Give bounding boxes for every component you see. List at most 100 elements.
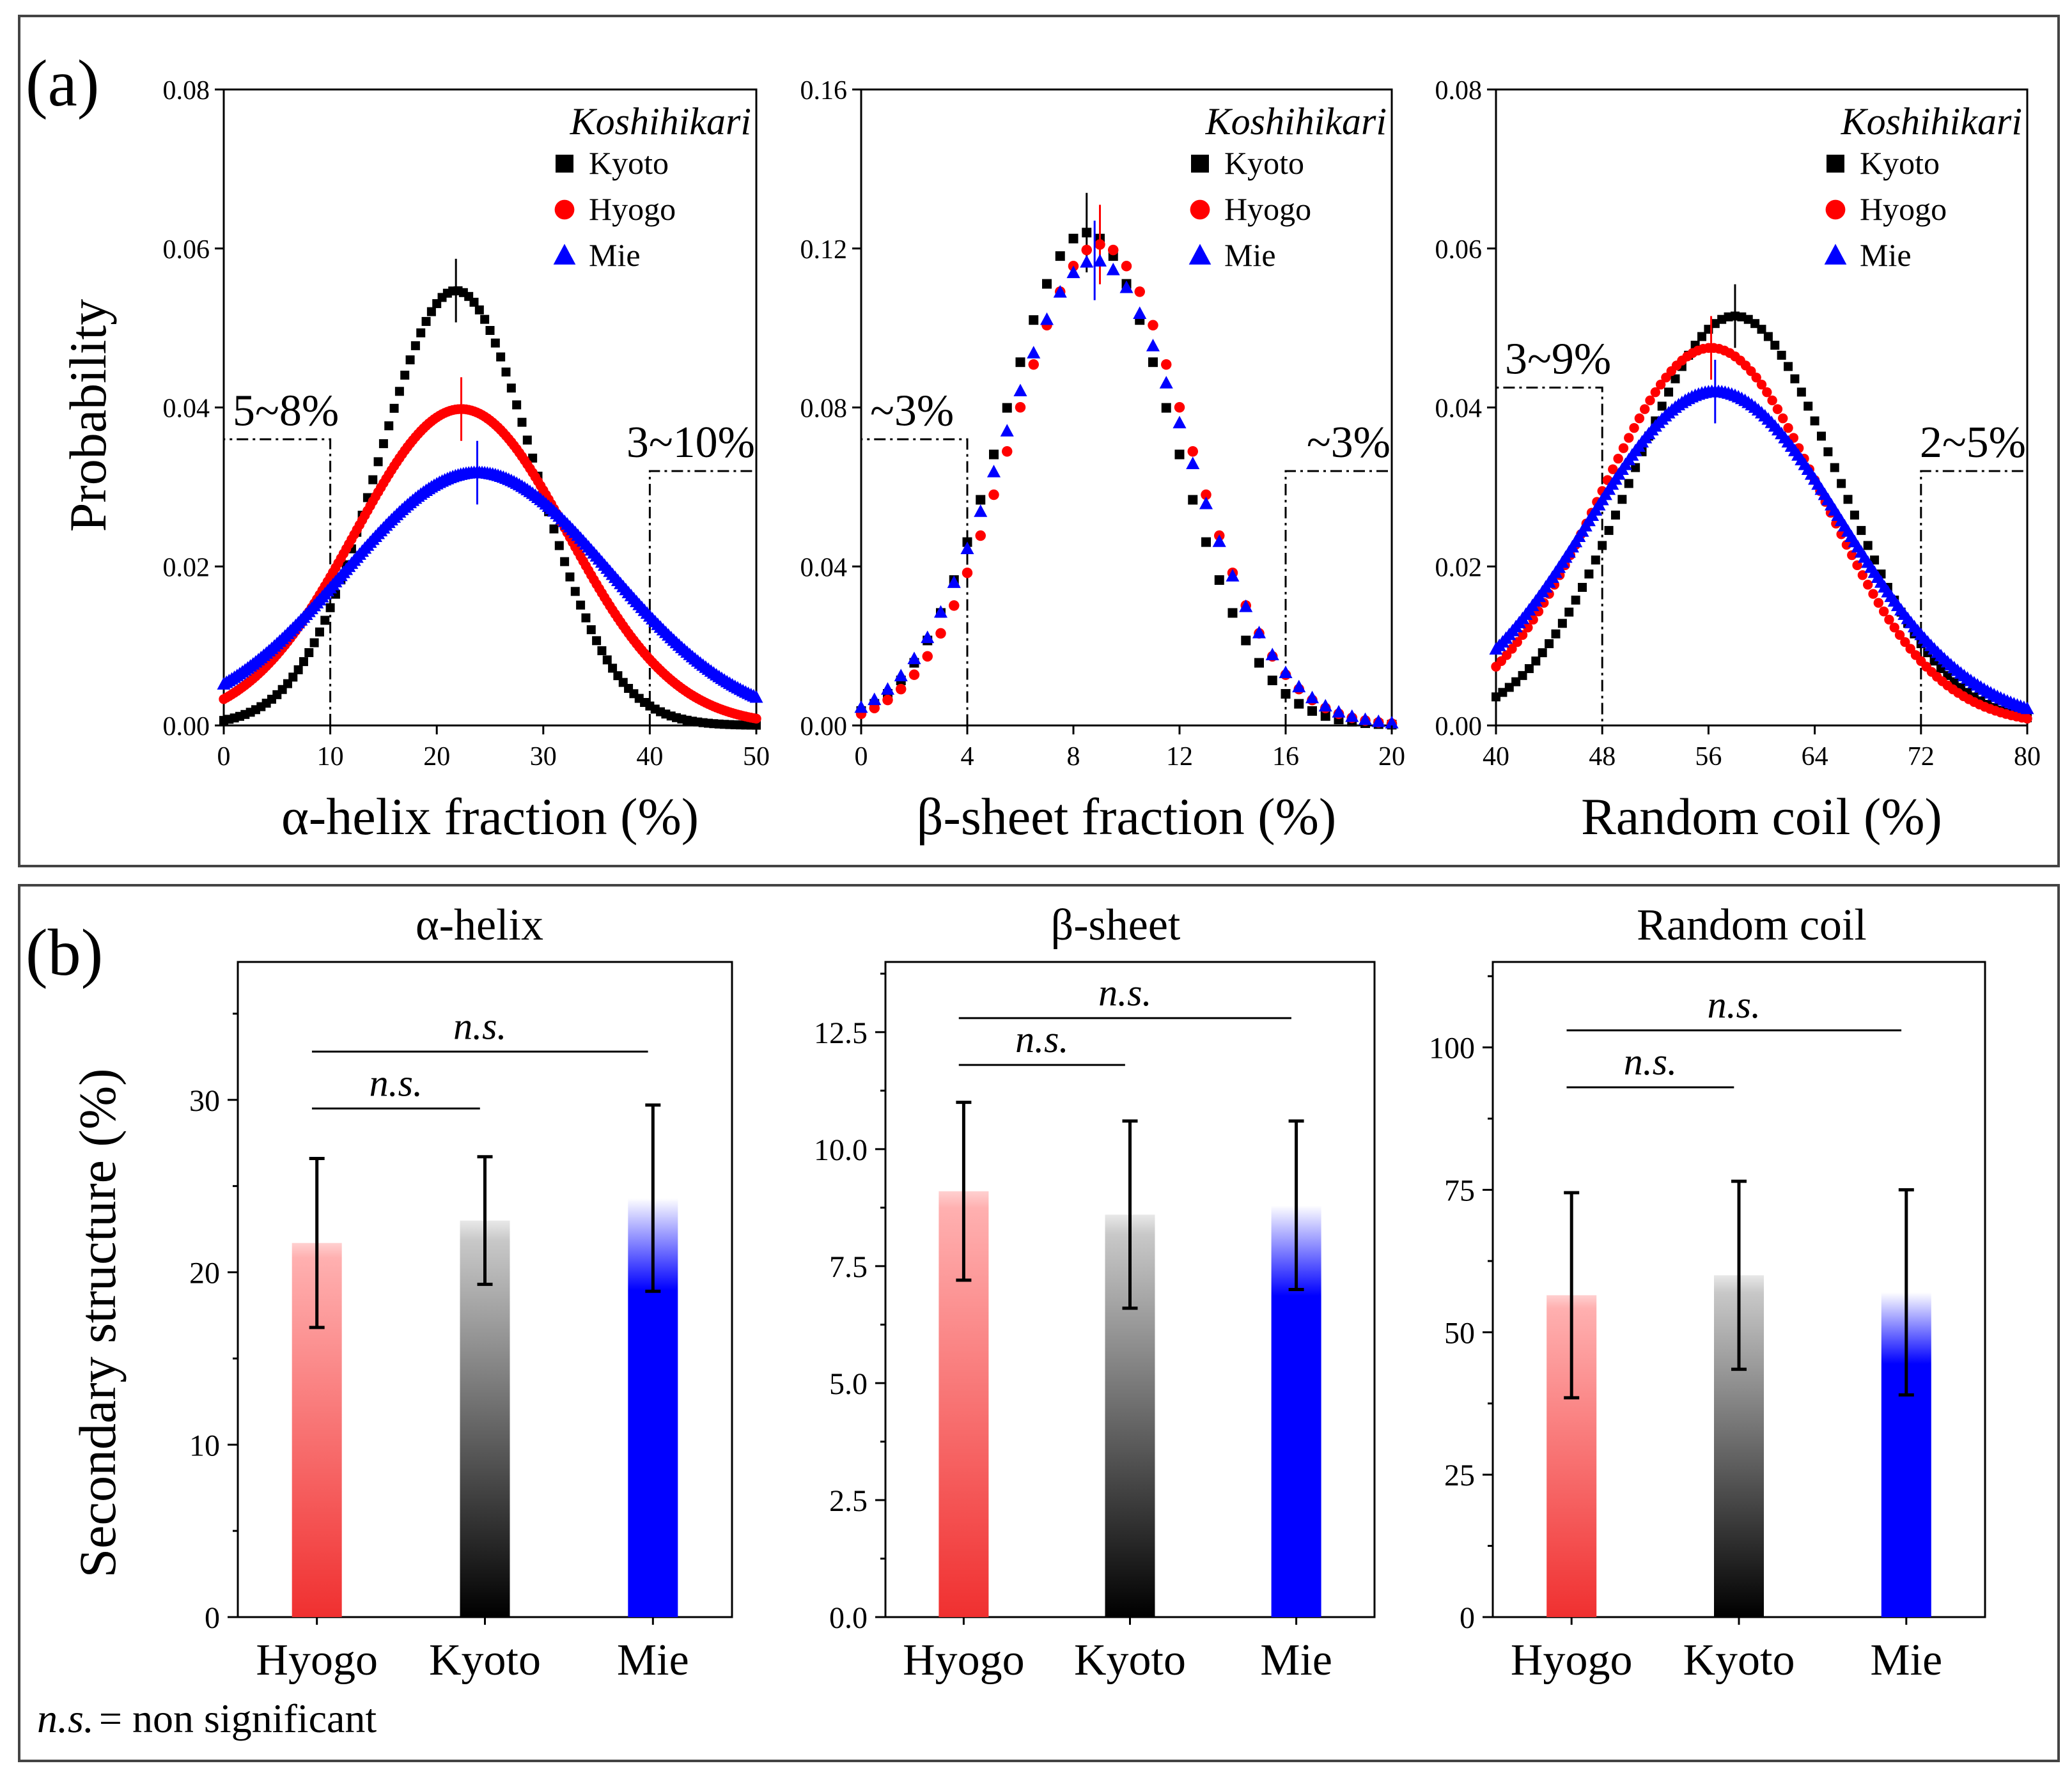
data-point (749, 690, 763, 703)
data-point (1863, 541, 1873, 550)
legend-label-mie: Mie (1224, 237, 1276, 273)
data-point (1657, 401, 1667, 411)
data-point (1889, 623, 1899, 633)
tail-region-label: 3~9% (1505, 334, 1611, 384)
data-point (1870, 555, 1880, 565)
data-point (1810, 416, 1819, 426)
y-tick-label: 30 (189, 1084, 220, 1118)
tail-region-box (648, 470, 758, 725)
data-point (2022, 713, 2032, 724)
data-point (1027, 346, 1041, 359)
data-point (1564, 607, 1574, 617)
y-tick-label: 12.5 (814, 1016, 868, 1050)
data-point (293, 665, 303, 674)
data-point (1281, 689, 1291, 699)
y-tick-label: 0.08 (800, 394, 848, 424)
data-point (975, 530, 986, 541)
data-point (288, 672, 298, 682)
data-point (1816, 431, 1826, 441)
data-point (922, 651, 933, 662)
x-tick-label: 0 (217, 742, 231, 771)
y-tick-label: 75 (1444, 1174, 1475, 1208)
x-tick-label: 16 (1272, 742, 1299, 771)
data-point (907, 651, 921, 665)
legend-marker-hyogo (1825, 199, 1846, 220)
tail-region-label: 3~10% (627, 418, 755, 467)
data-point (1604, 525, 1614, 535)
data-point (517, 417, 527, 427)
panel-a-ylabel: Probability (59, 299, 117, 532)
footnote-text: = non significant (99, 1696, 377, 1741)
data-point (1148, 320, 1158, 331)
category-label: Hyogo (256, 1636, 378, 1685)
data-point (1613, 453, 1623, 464)
significance-label: n.s. (370, 1062, 423, 1104)
data-point (1385, 716, 1399, 729)
y-tick-label: 0.12 (800, 235, 848, 265)
series-mie (217, 440, 763, 703)
data-point (1551, 629, 1561, 639)
data-point (394, 387, 404, 396)
significance-label: n.s. (1624, 1041, 1677, 1083)
y-tick-label: 100 (1429, 1032, 1475, 1065)
tail-region-label: 5~8% (233, 386, 339, 435)
data-point (1783, 422, 1793, 433)
data-point (1307, 706, 1317, 716)
data-point (1106, 263, 1120, 275)
data-point (1777, 350, 1786, 360)
data-point (1762, 387, 1772, 398)
data-point (1823, 447, 1833, 456)
tail-region-label: ~3% (870, 386, 954, 435)
x-tick-label: 40 (636, 742, 663, 771)
data-point (1843, 495, 1853, 504)
data-point (400, 370, 410, 380)
data-point (1201, 537, 1211, 547)
legend-label-kyoto: Kyoto (1224, 145, 1304, 181)
series-hyogo (1491, 316, 2032, 724)
data-point (1629, 422, 1639, 433)
y-tick-label: 2.5 (829, 1484, 868, 1518)
data-point (1227, 608, 1238, 618)
data-point (1121, 261, 1132, 272)
data-point (1029, 315, 1039, 325)
legend-label-kyoto: Kyoto (589, 145, 669, 181)
data-point (1830, 463, 1839, 472)
x-tick-label: 40 (1483, 742, 1509, 771)
panel-b-ylabel: Secondary structure (%) (68, 1069, 127, 1578)
x-tick-label: 50 (743, 742, 770, 771)
data-point (962, 567, 973, 578)
data-point (854, 700, 868, 713)
data-point (1254, 658, 1264, 668)
significance-label: n.s. (1015, 1018, 1068, 1060)
tail-region-label: ~3% (1307, 418, 1390, 467)
legend-marker-hyogo (554, 199, 575, 220)
data-point (1134, 286, 1145, 297)
x-tick-label: 48 (1589, 742, 1616, 771)
data-point (1292, 679, 1306, 693)
data-point (309, 638, 319, 647)
significance-label: n.s. (1098, 972, 1151, 1014)
series-kyoto (219, 258, 761, 730)
y-tick-label: 20 (189, 1257, 220, 1290)
data-point (1345, 709, 1359, 722)
data-point (1841, 539, 1852, 550)
data-point (1332, 704, 1346, 718)
data-point (1226, 569, 1240, 582)
y-tick-label: 0.02 (163, 553, 210, 582)
y-tick-label: 0.02 (1435, 553, 1483, 582)
y-tick-label: 0.00 (800, 712, 848, 741)
data-point (373, 457, 383, 467)
data-point (976, 495, 986, 505)
data-point (949, 600, 960, 611)
data-point (586, 625, 596, 635)
data-point (1850, 510, 1859, 520)
y-tick-label: 0.00 (1435, 712, 1483, 741)
data-point (522, 435, 532, 445)
data-point (1837, 479, 1846, 488)
data-point (1610, 510, 1620, 520)
x-tick-label: 64 (1802, 742, 1828, 771)
data-point (1148, 357, 1158, 368)
data-point (1252, 626, 1266, 639)
data-point (1697, 332, 1707, 341)
data-point (1598, 541, 1607, 550)
